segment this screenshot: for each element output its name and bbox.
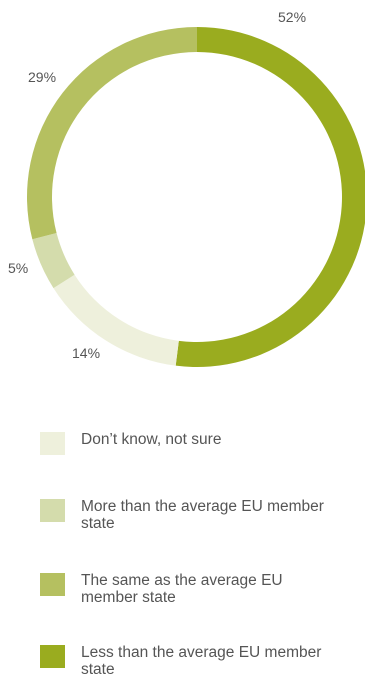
legend-item-less: Less than the average EU member state: [40, 644, 341, 678]
legend-label-more: More than the average EU member state: [81, 498, 324, 532]
legend-label-same: The same as the average EU member state: [81, 572, 283, 606]
legend-label-dont-know: Don’t know, not sure: [81, 431, 222, 448]
legend-swatch-same: [40, 573, 65, 596]
donut-slices: [26, 27, 365, 367]
donut-chart: 52% 14% 5% 29%: [8, 9, 365, 367]
legend-item-same: The same as the average EU member state: [40, 572, 341, 606]
legend-item-more: More than the average EU member state: [40, 498, 341, 532]
slice-label-same: 29%: [28, 69, 56, 85]
legend-swatch-dont-know: [40, 432, 65, 455]
legend-item-dont-know: Don’t know, not sure: [40, 431, 341, 455]
slice-less: [175, 27, 365, 367]
slice-label-more: 5%: [8, 260, 28, 276]
slice-label-less: 52%: [278, 9, 306, 25]
slice-more: [32, 233, 75, 289]
slice-same: [26, 27, 197, 240]
legend-swatch-more: [40, 499, 65, 522]
slice-label-dont-know: 14%: [72, 345, 100, 361]
legend-label-less: Less than the average EU member state: [81, 644, 322, 678]
slice-dont-know: [53, 274, 179, 366]
legend-swatch-less: [40, 645, 65, 668]
